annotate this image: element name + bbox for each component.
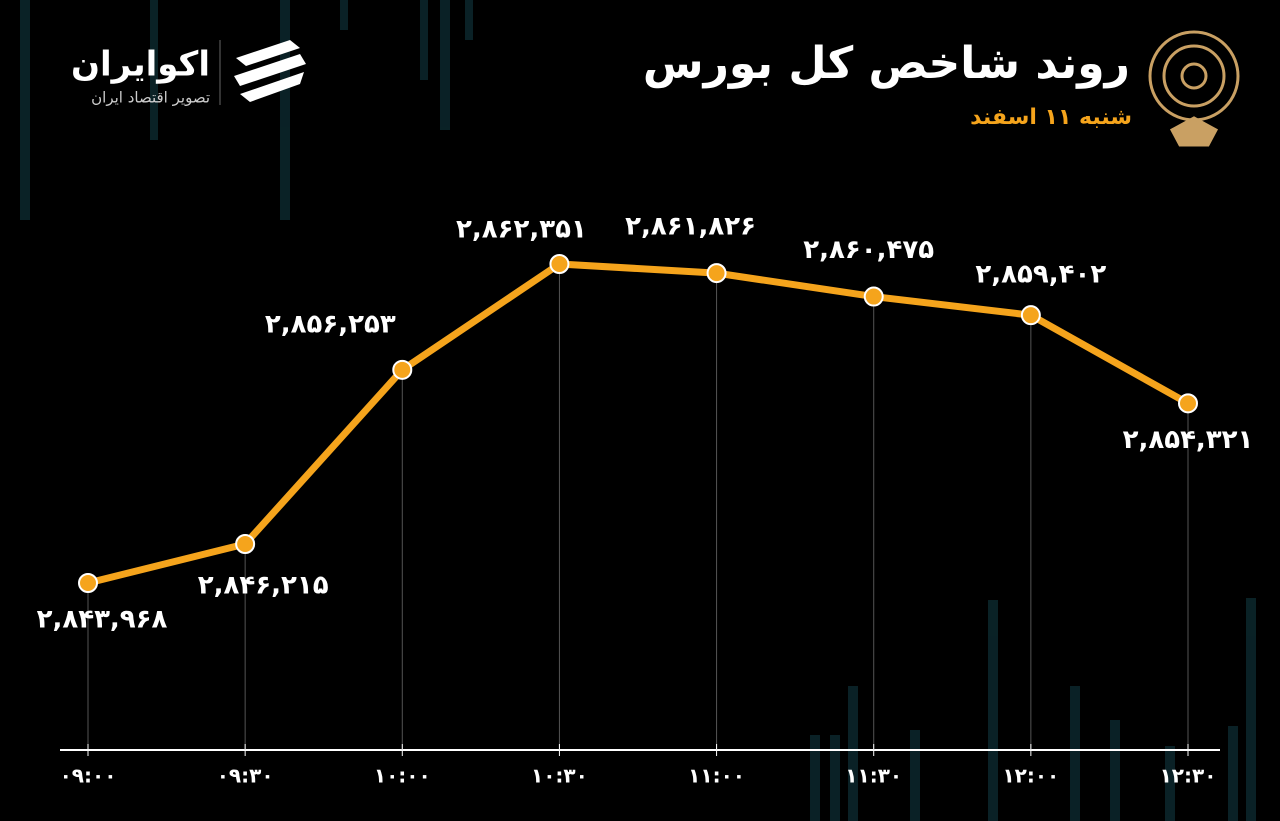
- data-label: ۲,۸۶۰,۴۷۵: [803, 235, 934, 265]
- data-point: [706, 263, 727, 284]
- chart-subtitle: شنبه ۱۱ اسفند: [970, 105, 1132, 130]
- data-point: [549, 254, 570, 274]
- x-tick-label: ۱۰:۰۰: [374, 764, 431, 788]
- data-point: [1178, 393, 1198, 414]
- data-point: [235, 534, 256, 555]
- data-point: [863, 286, 884, 307]
- x-tick-label: ۰۹:۳۰: [217, 764, 274, 788]
- data-label: ۲,۸۵۹,۴۰۲: [975, 260, 1106, 290]
- data-label: ۲,۸۴۶,۲۱۵: [198, 571, 329, 601]
- x-tick-label: ۱۱:۳۰: [845, 764, 902, 788]
- data-label: ۲,۸۵۴,۳۲۱: [1123, 425, 1254, 455]
- data-label: ۲,۸۶۲,۳۵۱: [456, 215, 587, 245]
- data-label: ۲,۸۵۶,۲۵۳: [265, 309, 396, 339]
- brand-logo: [234, 40, 306, 102]
- brand-tagline: تصویر اقتصاد ایران: [91, 89, 210, 107]
- exchange-logo: [1148, 30, 1240, 147]
- data-label: ۲,۸۴۳,۹۶۸: [37, 605, 168, 635]
- brand-name: اکوایران: [71, 45, 210, 85]
- data-point: [392, 359, 413, 380]
- data-label: ۲,۸۶۱,۸۲۶: [625, 212, 756, 242]
- x-tick-label: ۱۲:۰۰: [1002, 764, 1059, 788]
- x-tick-label: ۱۰:۳۰: [531, 764, 588, 788]
- data-point: [1020, 305, 1041, 326]
- chart-title: روند شاخص کل بورس: [643, 38, 1130, 89]
- data-point: [78, 573, 98, 593]
- x-tick-label: ۱۱:۰۰: [688, 764, 745, 788]
- x-tick-label: ۰۹:۰۰: [60, 764, 117, 788]
- decor-bars: [20, 0, 1256, 821]
- x-tick-label: ۱۲:۳۰: [1160, 764, 1217, 788]
- data-line: [87, 260, 1190, 587]
